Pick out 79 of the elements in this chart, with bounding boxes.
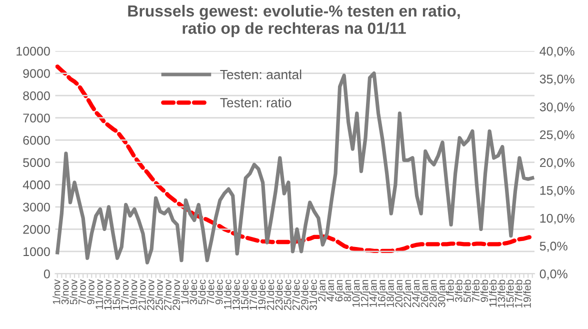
x-tick-label: 4/jan: [326, 280, 336, 302]
x-tick-label: 5/nov: [70, 279, 78, 304]
x-tick-label: 17/dec: [249, 280, 258, 310]
x-tick-label: 31/dec: [309, 280, 317, 310]
x-tick-label: 26/jan: [420, 280, 430, 308]
y2-tick-label: 15,0%: [540, 186, 574, 196]
y2-tick-label: 5,0%: [540, 242, 568, 252]
x-tick-label: 6/jan: [334, 280, 345, 302]
x-tick-label: 9/nov: [86, 279, 94, 304]
x-tick-label: 15/feb: [506, 280, 514, 308]
x-tick-label: 13/nov: [104, 279, 112, 310]
x-tick-label: 19/dec: [258, 280, 266, 310]
x-tick-label: 17/feb: [514, 280, 522, 308]
x-tick-label: 12/jan: [360, 280, 370, 307]
x-tick-label: 7/dec: [206, 280, 214, 304]
x-tick-label: 24/jan: [412, 280, 422, 308]
x-tick-label: 11/nov: [95, 279, 103, 309]
y-tick-label: 10000: [16, 46, 50, 56]
x-tick-label: 11/feb: [488, 280, 497, 307]
x-tick-label: 29/nov: [172, 279, 180, 310]
x-tick-label: 3/feb: [454, 280, 462, 302]
y-tick-label: 1000: [24, 247, 50, 256]
chart-title: Brussels gewest: evolutie-% testen en ratio, ratio op de rechteras na 01/11: [128, 4, 460, 38]
x-tick-label: 1/feb: [446, 280, 454, 302]
y-tick-label: 3000: [23, 202, 50, 212]
x-tick-label: 28/jan: [429, 280, 439, 308]
x-tick-label: 25/dec: [284, 280, 292, 310]
x-tick-label: 16/jan: [378, 280, 388, 307]
x-tick-label: 19/feb: [523, 280, 531, 308]
y-tick-label: 0: [44, 270, 50, 278]
y-tick-label: 2000: [23, 224, 50, 234]
y-tick-label: 8000: [23, 91, 50, 100]
y-tick-label: 4000: [22, 180, 50, 190]
x-tick-label: 27/nov: [164, 279, 172, 310]
x-tick-label: 20/jan: [394, 280, 405, 308]
x-tick-label: 25/nov: [155, 279, 163, 310]
x-tick-label: 7/feb: [472, 280, 480, 302]
x-tick-label: 10/jan: [352, 280, 362, 307]
legend-label: Testen: aantal: [220, 70, 302, 80]
x-tick-label: 7/nov: [78, 279, 86, 304]
x-tick-label: 3/dec: [189, 280, 198, 304]
x-tick-label: 18/jan: [386, 280, 396, 307]
y-tick-label: 9000: [23, 69, 50, 78]
x-tick-label: 8/jan: [344, 280, 354, 302]
x-tick-label: 22/jan: [403, 280, 414, 308]
y2-tick-label: 35,0%: [540, 74, 574, 85]
x-tick-label: 11/dec: [224, 280, 232, 309]
x-tick-label: 27/dec: [292, 280, 300, 310]
y-tick-label: 6000: [23, 136, 50, 145]
x-tick-label: 2/jan: [318, 280, 328, 302]
x-tick-label: 21/nov: [138, 279, 146, 310]
y2-tick-label: 40,0%: [540, 46, 574, 58]
x-tick-label: 14/jan: [369, 280, 379, 307]
x-tick-label: 17/nov: [121, 279, 129, 310]
x-tick-label: 15/nov: [112, 279, 120, 310]
y-tick-label: 7000: [23, 114, 50, 122]
x-tick-label: 9/feb: [480, 280, 488, 302]
y-tick-label: 5000: [23, 158, 50, 168]
y2-tick-label: 30,0%: [540, 102, 574, 113]
x-tick-label: 23/nov: [146, 279, 154, 310]
x-tick-label: 5/dec: [198, 280, 206, 304]
x-tick-label: 1/dec: [180, 280, 189, 304]
x-tick-label: 13/feb: [498, 280, 506, 308]
y2-tick-label: 25,0%: [540, 130, 574, 141]
legend-label: Testen: ratio: [220, 98, 292, 108]
x-tick-label: 21/dec: [266, 280, 274, 310]
x-tick-label: 3/nov: [61, 279, 69, 304]
x-tick-label: 30/jan: [438, 280, 448, 308]
x-tick-label: 1/nov: [52, 279, 60, 304]
x-tick-label: 13/dec: [232, 280, 240, 310]
x-tick-label: 23/dec: [275, 280, 283, 310]
x-tick-label: 15/dec: [240, 280, 248, 310]
x-tick-label: 9/dec: [215, 280, 223, 304]
x-tick-label: 19/nov: [130, 279, 138, 310]
x-tick-label: 29/dec: [300, 280, 308, 310]
x-tick-label: 5/feb: [463, 280, 471, 302]
y2-tick-label: 0,0%: [540, 270, 568, 280]
y2-tick-label: 20,0%: [540, 158, 574, 168]
y2-tick-label: 10,0%: [540, 214, 574, 224]
